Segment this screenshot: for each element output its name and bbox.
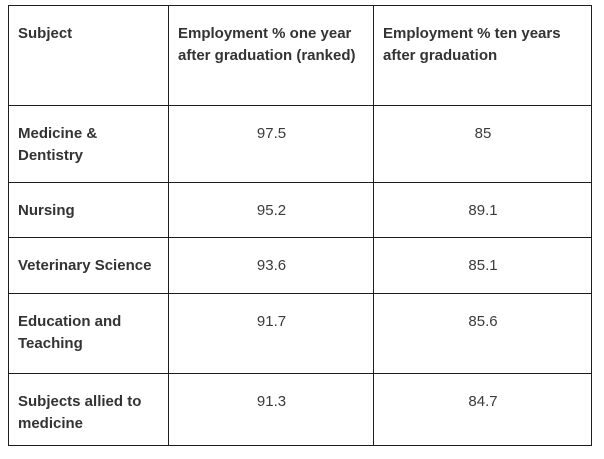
table-row-nursing: Nursing 95.2 89.1 bbox=[8, 182, 592, 238]
ten-years-value-cell: 85 bbox=[373, 105, 592, 183]
one-year-value-cell: 91.7 bbox=[168, 293, 374, 374]
subject-cell: Veterinary Science bbox=[8, 237, 169, 294]
header-subject: Subject bbox=[8, 5, 169, 106]
subject-cell: Medicine & Dentistry bbox=[8, 105, 169, 183]
header-employment-ten-years: Employment % ten years after graduation bbox=[373, 5, 592, 106]
table-row-veterinary-science: Veterinary Science 93.6 85.1 bbox=[8, 237, 592, 294]
subject-cell: Education and Teaching bbox=[8, 293, 169, 374]
header-employment-one-year: Employment % one year after graduation (… bbox=[168, 5, 374, 106]
table-row-subjects-allied-medicine: Subjects allied to medicine 91.3 84.7 bbox=[8, 373, 592, 446]
employment-by-subject-table: Subject Employment % one year after grad… bbox=[8, 5, 592, 446]
ten-years-value-cell: 89.1 bbox=[373, 182, 592, 238]
one-year-value-cell: 95.2 bbox=[168, 182, 374, 238]
one-year-value-cell: 93.6 bbox=[168, 237, 374, 294]
ten-years-value-cell: 85.6 bbox=[373, 293, 592, 374]
ten-years-value-cell: 85.1 bbox=[373, 237, 592, 294]
one-year-value-cell: 97.5 bbox=[168, 105, 374, 183]
one-year-value-cell: 91.3 bbox=[168, 373, 374, 446]
subject-cell: Nursing bbox=[8, 182, 169, 238]
table-row-education-teaching: Education and Teaching 91.7 85.6 bbox=[8, 293, 592, 374]
ten-years-value-cell: 84.7 bbox=[373, 373, 592, 446]
header-row: Subject Employment % one year after grad… bbox=[8, 5, 592, 106]
subject-cell: Subjects allied to medicine bbox=[8, 373, 169, 446]
table-row-medicine-dentistry: Medicine & Dentistry 97.5 85 bbox=[8, 105, 592, 183]
